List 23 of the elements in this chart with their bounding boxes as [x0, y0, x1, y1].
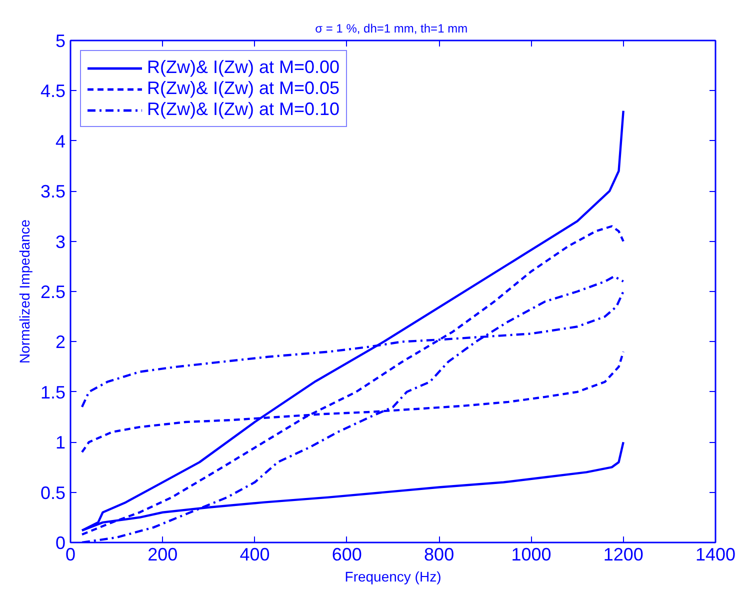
legend-label: R(Zw)& I(Zw) at M=0.00: [147, 57, 340, 78]
y-tick-label: 3.5: [40, 182, 66, 202]
x-tick-label: 1200: [603, 544, 644, 564]
y-tick-label: 5: [55, 31, 66, 51]
y-tick-label: 4: [55, 131, 66, 152]
x-tick-label: 200: [148, 544, 178, 564]
y-tick-label: 2.5: [40, 282, 66, 302]
x-axis-title: Frequency (Hz): [344, 568, 442, 584]
y-tick-label: 4.5: [40, 81, 66, 102]
y-axis-title: Normalized Impedance: [16, 219, 32, 364]
x-tick-label: 1400: [695, 544, 736, 564]
x-tick-label: 1000: [511, 544, 552, 564]
y-tick-label: 1: [55, 432, 66, 453]
y-tick-label: 0.5: [40, 482, 66, 503]
chart-title: σ = 1 %, dh=1 mm, th=1 mm: [315, 22, 468, 36]
x-tick-label: 400: [240, 544, 270, 564]
y-tick-label: 2: [55, 332, 66, 352]
y-tick-label: 3: [55, 232, 66, 252]
y-tick-label: 1.5: [40, 382, 66, 402]
legend-label: R(Zw)& I(Zw) at M=0.10: [147, 99, 340, 120]
legend-label: R(Zw)& I(Zw) at M=0.05: [147, 78, 340, 99]
x-tick-label: 600: [332, 544, 362, 564]
x-tick-label: 800: [424, 544, 454, 564]
